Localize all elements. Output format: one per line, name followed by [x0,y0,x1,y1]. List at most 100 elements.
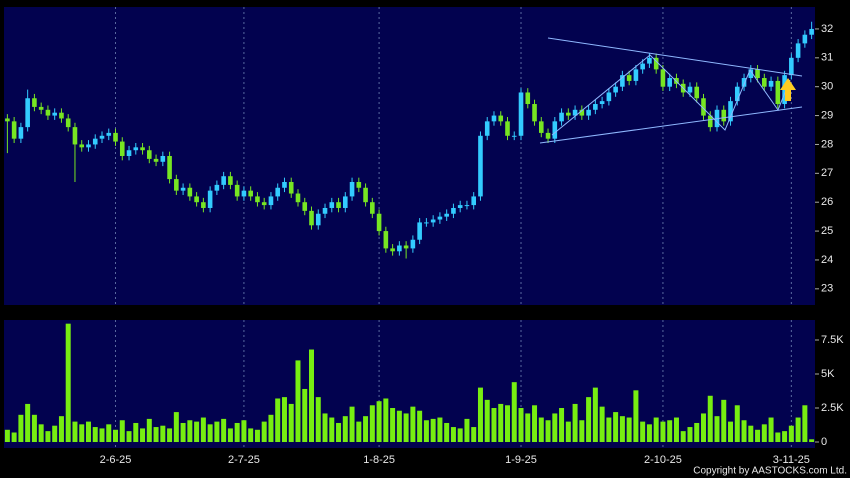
candle-body [701,98,706,116]
candle-body [221,176,226,185]
candle-body [349,181,355,197]
candle-body [478,135,483,197]
trendlines [539,37,803,144]
volume-bar [153,427,159,443]
candle-body [59,112,64,119]
candle-body [417,222,422,240]
candle-body [444,213,449,217]
volume-bar [680,431,686,443]
volume-bar [79,424,85,443]
volume-bar [741,420,747,443]
candle-body [322,207,328,214]
candle-body [207,190,213,208]
candle-body [52,112,57,116]
volume-bar [173,412,179,443]
volume-bar [390,408,396,443]
y-tick-label: 24 [821,254,833,266]
candle-body [687,86,693,93]
candle-body [356,181,362,188]
volume-bar [336,422,342,443]
candle-body [241,190,247,197]
candle-body [329,202,335,208]
volume-bar [477,387,483,443]
candle-body [383,231,389,249]
volume-bar [45,431,51,443]
volume-bar [119,420,125,443]
volume-bar [180,422,186,443]
candle-body [342,196,348,208]
volume-bar [599,406,605,443]
volume-bar [363,416,369,443]
volume-bar [281,397,287,443]
candle-body [809,28,814,35]
candle-body [214,184,220,191]
volume-bar [653,417,659,443]
candle-body [707,115,713,128]
candle-body [113,132,118,142]
volume-bar [309,349,315,443]
volume-bar [768,417,774,443]
volume-bar [437,417,443,443]
volume-bar [782,431,788,443]
volume-bar [802,405,808,443]
x-tick-label: 2-7-25 [228,454,260,466]
candle-body [79,144,85,148]
candle-body [795,43,801,58]
candle-body [532,104,537,122]
candle-body [545,132,551,139]
volume-bar [559,408,565,443]
candle-body [45,109,51,116]
volume-bar [52,425,58,443]
candle-body [201,202,206,208]
volume-bar [396,410,402,443]
volume-bar [721,399,727,443]
candle-body [802,34,808,44]
volume-bar [714,416,720,443]
volume-bar [187,420,193,443]
volume-bar [106,424,112,443]
candle-body [775,80,781,105]
candle-body [538,121,544,133]
volume-bar [809,439,815,443]
volume-bar [248,428,254,443]
candle-body [282,181,287,188]
candle-body [180,187,186,191]
trendline [539,106,803,144]
candle-body [593,104,598,110]
candle-body [660,69,666,87]
volume-bar [491,408,497,443]
volume-bar [572,403,578,443]
volume-bar [275,398,281,443]
volume-bar [302,388,308,443]
candle-body [86,144,91,148]
volume-bar [356,421,362,443]
candle-body [397,245,402,252]
volume-bar [619,416,625,443]
candle-body [633,69,639,81]
candle-body [133,147,139,151]
volume-bar [92,427,98,443]
volume-bar [25,403,31,443]
candle-body [768,80,774,87]
candle-body [566,112,571,116]
volume-bar [518,408,524,443]
volume-bar [207,424,213,443]
candle-body [457,205,463,208]
volume-bar [525,413,531,443]
volume-bar [498,403,504,443]
volume-bar [295,360,301,443]
candle-body [741,78,747,87]
volume-bar [788,425,794,443]
candle-body [653,57,659,70]
volume-bar [18,414,24,443]
candle-body [167,156,172,180]
volume-bar [403,413,409,443]
volume-bar [504,405,510,443]
y-tick-label: 0 [821,436,827,448]
volume-bar [734,405,740,443]
volume-bar [728,421,734,443]
candle-body [32,98,37,107]
candle-body [599,101,605,105]
volume-bar [775,432,781,443]
candle-body [92,138,98,145]
